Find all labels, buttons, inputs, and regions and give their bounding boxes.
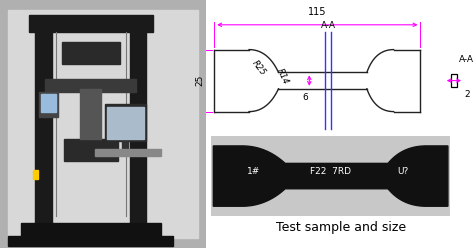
Text: A-A: A-A (321, 21, 336, 30)
Bar (41, 94, 55, 112)
Bar (35, 20, 52, 233)
Text: R14: R14 (274, 67, 290, 86)
Text: R25: R25 (250, 59, 268, 78)
Bar (107, 107, 144, 139)
Bar (46, 79, 136, 92)
Bar (21, 223, 161, 241)
Text: A-A: A-A (459, 55, 474, 64)
Text: 6: 6 (302, 93, 308, 101)
Bar (62, 42, 119, 64)
Bar (81, 89, 101, 139)
Text: 115: 115 (308, 7, 327, 17)
Polygon shape (213, 146, 448, 206)
Bar (122, 141, 128, 151)
Text: F22  7RD: F22 7RD (310, 167, 351, 176)
Bar (33, 170, 38, 179)
Text: 2: 2 (465, 90, 470, 99)
Bar (130, 20, 146, 233)
Bar (8, 236, 173, 246)
Bar (64, 139, 118, 161)
Text: U?: U? (397, 167, 408, 176)
Bar (39, 92, 58, 117)
Bar (451, 74, 457, 87)
Bar (29, 15, 153, 32)
Bar (105, 104, 146, 141)
Bar (95, 149, 161, 156)
Text: 1#: 1# (247, 167, 261, 176)
Text: 25: 25 (195, 75, 204, 86)
Text: Test sample and size: Test sample and size (276, 221, 406, 234)
